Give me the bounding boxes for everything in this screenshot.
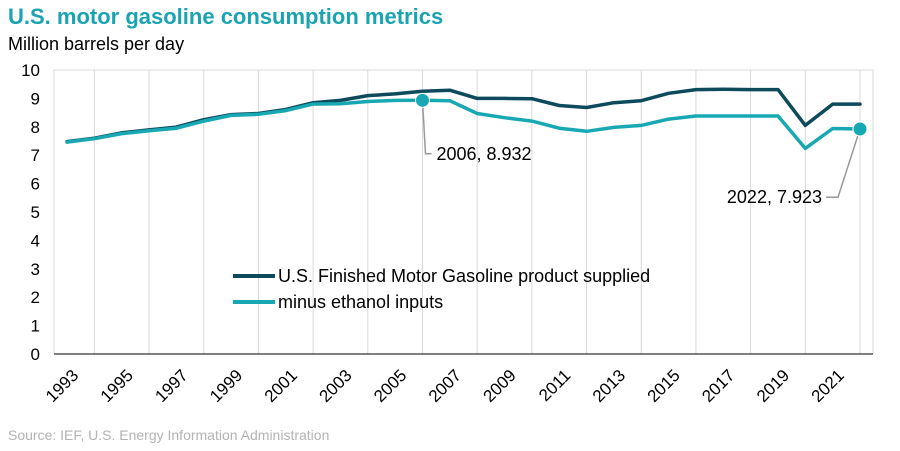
x-tick-label: 2001 <box>261 366 301 406</box>
y-tick-label: 4 <box>31 231 40 250</box>
x-tick-label: 2005 <box>370 366 410 406</box>
y-tick-label: 3 <box>31 260 40 279</box>
gridlines <box>93 70 861 354</box>
annotation-label: 2006, 8.932 <box>436 144 531 164</box>
legend-label: minus ethanol inputs <box>278 292 443 312</box>
x-tick-label: 2021 <box>808 366 848 406</box>
y-tick-label: 8 <box>31 118 40 137</box>
x-tick-label: 2009 <box>480 366 520 406</box>
x-tick-label: 2017 <box>698 366 738 406</box>
x-tick-label: 1995 <box>97 366 137 406</box>
annotations: 2006, 8.932 2022, 7.923 <box>414 92 868 207</box>
y-tick-label: 10 <box>21 61 40 80</box>
legend: U.S. Finished Motor Gasoline product sup… <box>233 266 650 312</box>
x-tick-label: 2011 <box>535 366 574 405</box>
x-tick-label: 2013 <box>589 366 629 406</box>
x-tick-label: 1997 <box>151 366 191 406</box>
y-tick-label: 2 <box>31 288 40 307</box>
x-tick-label: 2015 <box>644 366 684 406</box>
x-tick-label: 2007 <box>425 366 465 406</box>
annotation-leader-line <box>826 128 861 198</box>
y-tick-label: 9 <box>31 89 40 108</box>
x-tick-label: 1999 <box>206 366 246 406</box>
x-tick-label: 2003 <box>316 366 356 406</box>
series-line-minus-ethanol <box>65 98 862 151</box>
y-tick-label: 1 <box>31 317 40 336</box>
x-tick-label: 2019 <box>753 366 793 406</box>
y-tick-label: 6 <box>31 175 40 194</box>
annotation-label: 2022, 7.923 <box>727 187 822 207</box>
series-lines <box>65 87 862 151</box>
y-tick-label: 0 <box>31 345 40 364</box>
annotation-leader-line <box>421 100 432 155</box>
source-note: Source: IEF, U.S. Energy Information Adm… <box>8 427 330 443</box>
y-axis-units-label: Million barrels per day <box>8 34 185 54</box>
y-tick-label: 7 <box>31 146 40 165</box>
x-tick-label: 1993 <box>42 366 82 406</box>
annotation-marker <box>852 121 868 137</box>
chart-title: U.S. motor gasoline consumption metrics <box>8 4 444 29</box>
y-tick-label: 5 <box>31 203 40 222</box>
annotation-marker <box>414 92 430 108</box>
legend-label: U.S. Finished Motor Gasoline product sup… <box>278 266 650 286</box>
